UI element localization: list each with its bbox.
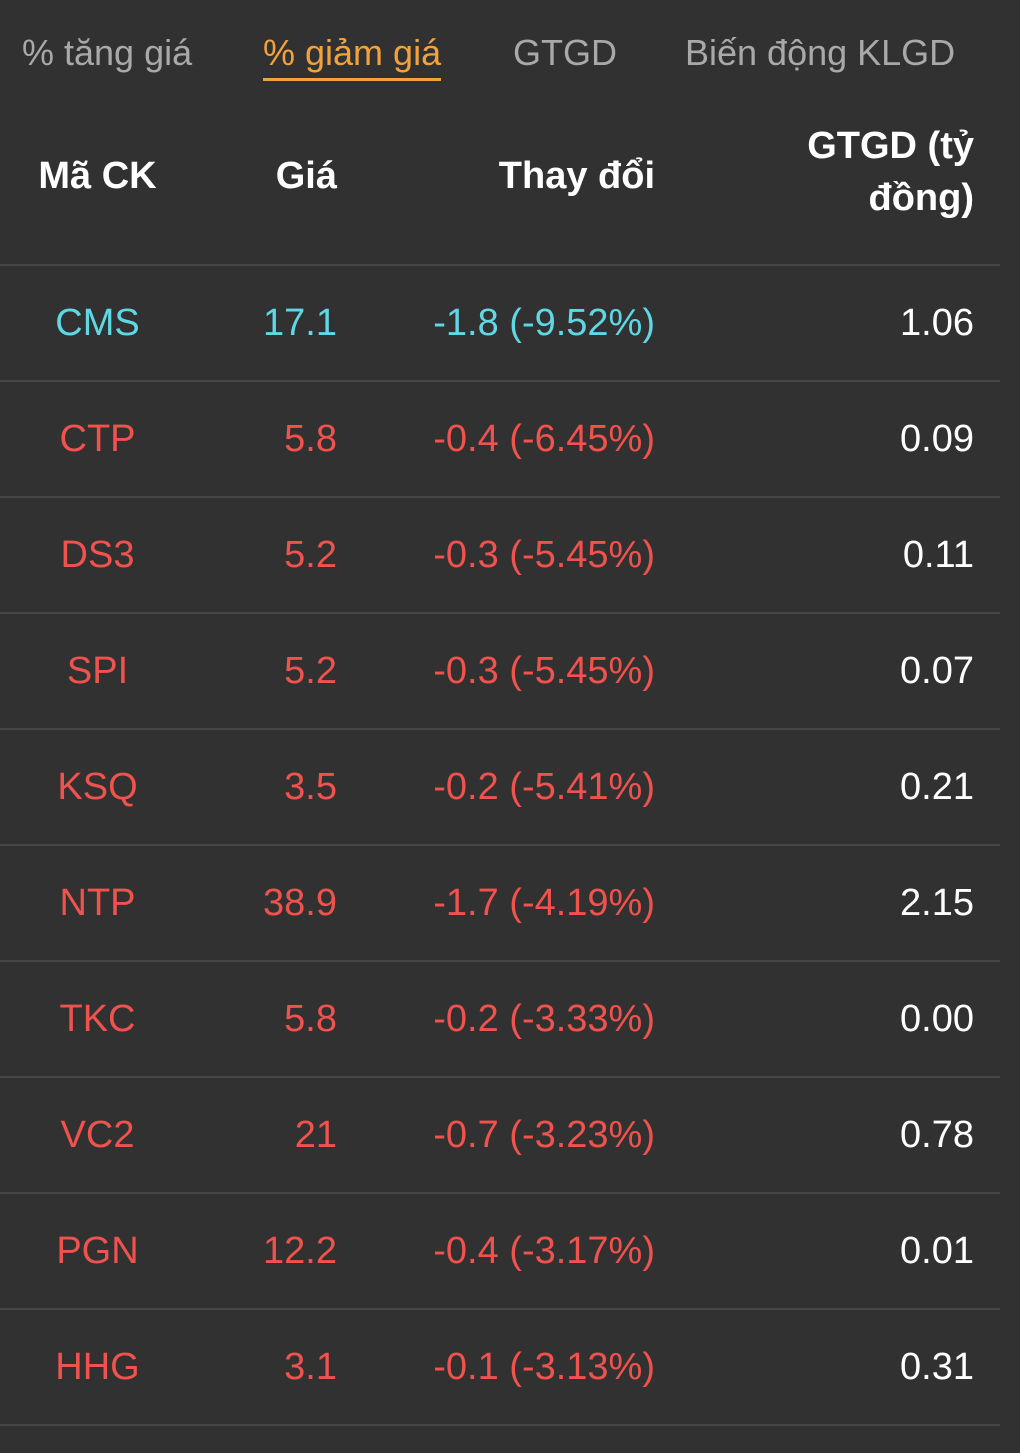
column-header-change[interactable]: Thay đổi bbox=[498, 155, 655, 197]
tab-label: % tăng giá bbox=[22, 32, 193, 73]
stock-code[interactable]: VC2 bbox=[60, 1114, 135, 1156]
stock-price: 12.2 bbox=[263, 1230, 337, 1272]
stock-trading-value: 0.09 bbox=[900, 418, 974, 460]
tab-label: Biến động KLGD bbox=[685, 32, 956, 73]
stock-trading-value: 0.78 bbox=[900, 1114, 974, 1156]
stock-change: -0.4 (-6.45%) bbox=[433, 418, 655, 460]
table-row[interactable]: CMS 17.1 -1.8 (-9.52%) 1.06 bbox=[0, 266, 1000, 382]
stock-price: 5.8 bbox=[284, 418, 337, 460]
table-row[interactable]: HHG 3.1 -0.1 (-3.13%) 0.31 bbox=[0, 1310, 1000, 1426]
stock-trading-value: 0.00 bbox=[900, 998, 974, 1040]
stock-price: 5.8 bbox=[284, 998, 337, 1040]
stock-trading-value: 1.06 bbox=[900, 302, 974, 344]
table-row[interactable]: VC2 21 -0.7 (-3.23%) 0.78 bbox=[0, 1078, 1000, 1194]
stock-change: -0.3 (-5.45%) bbox=[433, 534, 655, 576]
stock-code[interactable]: NTP bbox=[59, 882, 136, 924]
column-header-value-line2: đồng) bbox=[868, 177, 974, 219]
tab-top-losers[interactable]: % giảm giá bbox=[263, 32, 442, 81]
stock-trading-value: 0.01 bbox=[900, 1230, 974, 1272]
stock-code[interactable]: SPI bbox=[66, 650, 129, 692]
table-row[interactable]: DS3 5.2 -0.3 (-5.45%) 0.11 bbox=[0, 498, 1000, 614]
stock-price: 3.1 bbox=[284, 1346, 337, 1388]
column-header-value[interactable]: GTGD (tỷ đồng) bbox=[714, 120, 974, 224]
tab-bar: % tăng giá % giảm giá GTGD Biến động KLG… bbox=[0, 0, 1020, 100]
stock-code[interactable]: DS3 bbox=[60, 534, 135, 576]
stock-price: 21 bbox=[294, 1114, 337, 1156]
table-body: CMS 17.1 -1.8 (-9.52%) 1.06 CTP 5.8 -0.4 (-6.4… bbox=[0, 266, 1000, 1426]
table-row[interactable]: TKC 5.8 -0.2 (-3.33%) 0.00 bbox=[0, 962, 1000, 1078]
table-row[interactable]: SPI 5.2 -0.3 (-5.45%) 0.07 bbox=[0, 614, 1000, 730]
table-row[interactable]: KSQ 3.5 -0.2 (-5.41%) 0.21 bbox=[0, 730, 1000, 846]
stock-price: 38.9 bbox=[263, 882, 337, 924]
table-row[interactable]: CTP 5.8 -0.4 (-6.45%) 0.09 bbox=[0, 382, 1000, 498]
stock-trading-value: 0.21 bbox=[900, 766, 974, 808]
stock-price: 5.2 bbox=[284, 534, 337, 576]
stock-change: -0.1 (-3.13%) bbox=[433, 1346, 655, 1388]
table-row[interactable]: NTP 38.9 -1.7 (-4.19%) 2.15 bbox=[0, 846, 1000, 962]
table-row[interactable]: PGN 12.2 -0.4 (-3.17%) 0.01 bbox=[0, 1194, 1000, 1310]
column-header-value-line1: GTGD (tỷ bbox=[807, 125, 974, 167]
column-header-code[interactable]: Mã CK bbox=[38, 155, 157, 197]
stock-change: -0.4 (-3.17%) bbox=[433, 1230, 655, 1272]
table-header: Mã CK Giá Thay đổi GTGD (tỷ đồng) bbox=[0, 110, 1000, 266]
tab-top-gainers[interactable]: % tăng giá bbox=[22, 32, 192, 74]
tab-volume-change[interactable]: Biến động KLGD bbox=[685, 32, 955, 74]
stock-change: -0.2 (-5.41%) bbox=[433, 766, 655, 808]
stock-code[interactable]: TKC bbox=[59, 998, 136, 1040]
tab-label: GTGD bbox=[513, 32, 617, 73]
stock-trading-value: 0.11 bbox=[902, 534, 974, 576]
stock-change: -0.7 (-3.23%) bbox=[433, 1114, 655, 1156]
tab-trading-value[interactable]: GTGD bbox=[513, 32, 617, 74]
stock-trading-value: 0.07 bbox=[900, 650, 974, 692]
active-tab-indicator bbox=[263, 78, 442, 81]
stock-change: -1.8 (-9.52%) bbox=[433, 302, 655, 344]
stock-change: -0.2 (-3.33%) bbox=[433, 998, 655, 1040]
stock-code[interactable]: CTP bbox=[59, 418, 136, 460]
stock-price: 3.5 bbox=[284, 766, 337, 808]
stock-code[interactable]: PGN bbox=[56, 1230, 139, 1272]
stock-trading-value: 0.31 bbox=[900, 1346, 974, 1388]
stock-trading-value: 2.15 bbox=[900, 882, 974, 924]
tab-label: % giảm giá bbox=[263, 32, 442, 73]
stock-price: 5.2 bbox=[284, 650, 337, 692]
stock-code[interactable]: HHG bbox=[55, 1346, 140, 1388]
stock-code[interactable]: KSQ bbox=[57, 766, 138, 808]
stock-change: -0.3 (-5.45%) bbox=[433, 650, 655, 692]
stock-price: 17.1 bbox=[263, 302, 337, 344]
stock-code[interactable]: CMS bbox=[55, 302, 140, 344]
stock-table: Mã CK Giá Thay đổi GTGD (tỷ đồng) CMS 17.… bbox=[0, 110, 1000, 1426]
column-header-price[interactable]: Giá bbox=[275, 155, 337, 197]
stock-change: -1.7 (-4.19%) bbox=[433, 882, 655, 924]
